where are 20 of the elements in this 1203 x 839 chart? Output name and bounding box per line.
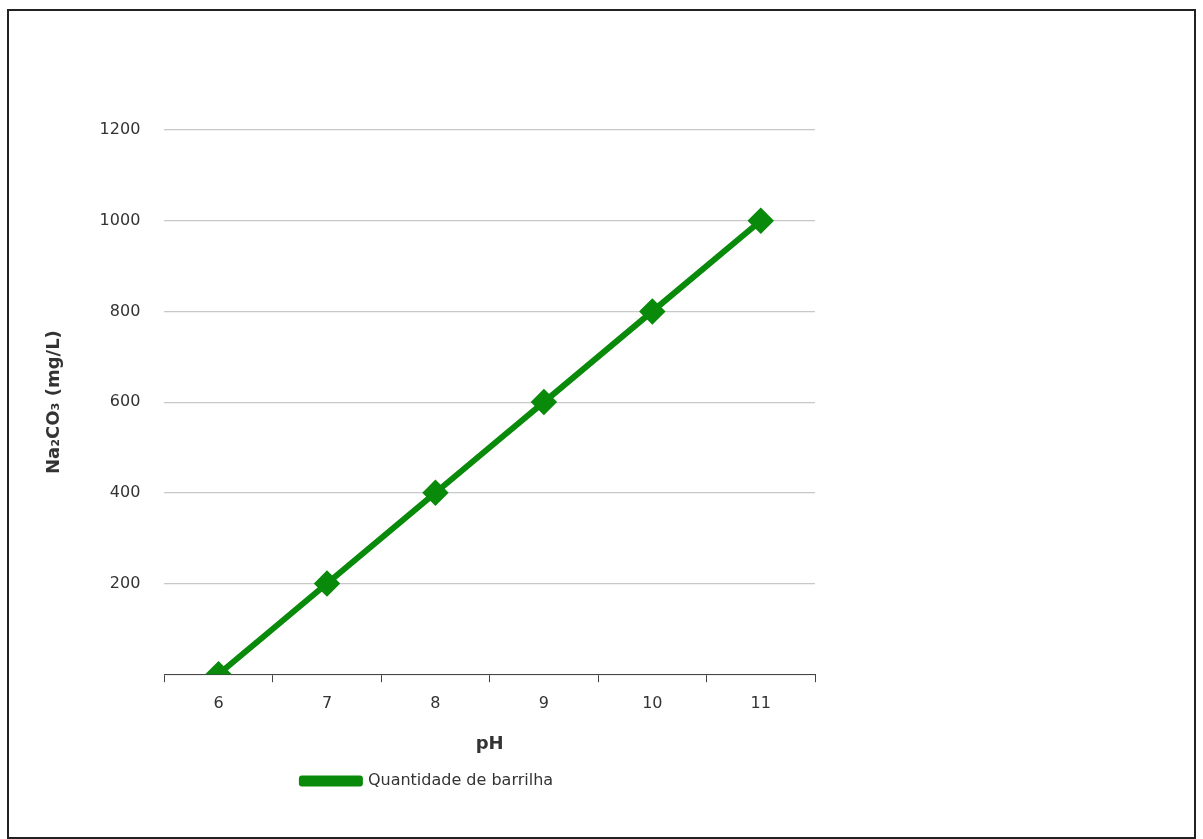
point [423,480,448,505]
x-tick-label: 6 [213,692,224,712]
y-tick-label: 600 [109,391,141,411]
x-tick-label: 9 [538,692,549,712]
point [531,390,556,415]
x-tick-label: 7 [321,692,333,712]
y-axis-title: Na₂CO₃ (mg/L) [42,330,64,475]
y-tick-label: 1200 [99,119,141,139]
y-tick-label: 400 [109,481,141,501]
x-tick-label: 8 [430,692,441,712]
y-tick-label: 200 [109,572,141,592]
point [314,571,339,596]
point [640,299,665,324]
legend-label: Quantidade de barrilha [367,770,554,790]
y-tick-label: 1000 [99,209,141,229]
y-tick-label: 800 [109,300,141,320]
x-tick-label: 11 [750,692,771,712]
point [748,208,773,233]
x-tick-label: 10 [642,692,663,712]
x-axis-title: pH [475,731,504,753]
